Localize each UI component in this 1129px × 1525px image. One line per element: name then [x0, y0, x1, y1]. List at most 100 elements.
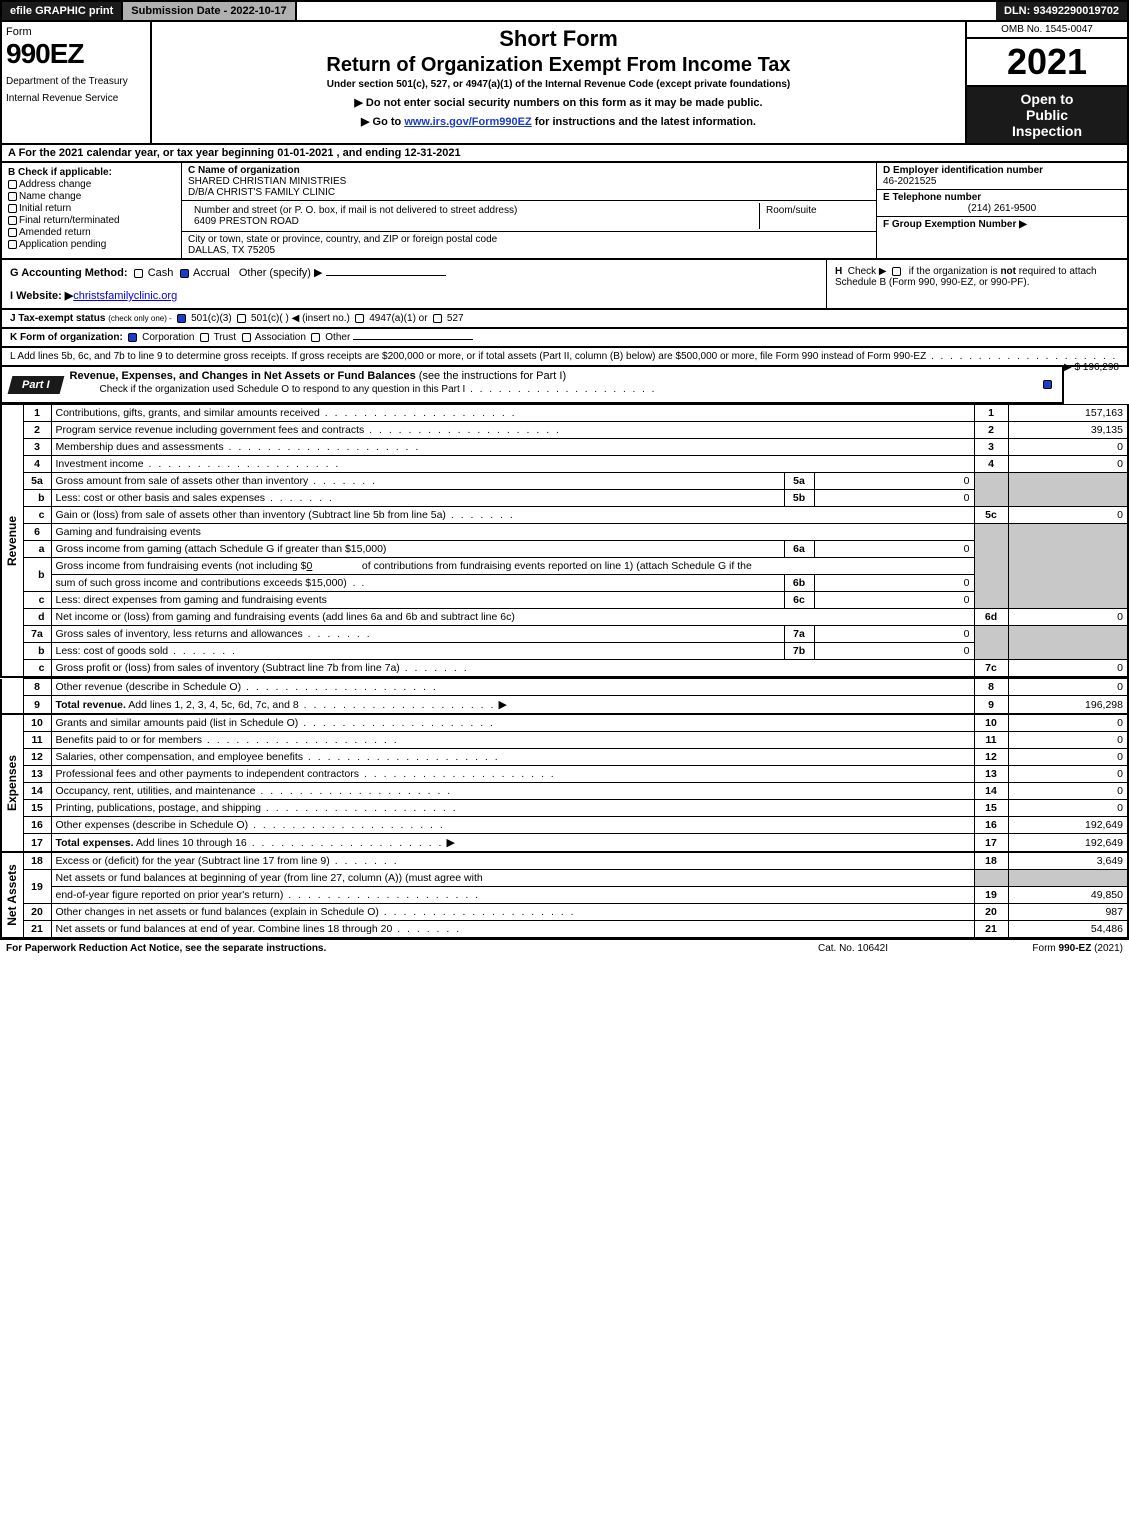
- table-row: c Gain or (loss) from sale of assets oth…: [1, 507, 1128, 524]
- part-1-paren: (see the instructions for Part I): [419, 370, 566, 382]
- checkbox-icon[interactable]: [128, 333, 137, 342]
- col-number: 10: [974, 714, 1008, 732]
- table-row: 7a Gross sales of inventory, less return…: [1, 626, 1128, 643]
- col-number: 6d: [974, 609, 1008, 626]
- expenses-text: Expenses: [5, 755, 19, 811]
- col-number: 8: [974, 679, 1008, 696]
- return-title: Return of Organization Exempt From Incom…: [162, 54, 955, 77]
- chk-label: Address change: [19, 179, 91, 190]
- part-1-table-2: 8 Other revenue (describe in Schedule O)…: [0, 678, 1129, 939]
- line-number: c: [23, 660, 51, 678]
- open-line3: Inspection: [969, 123, 1125, 139]
- table-row: 21 Net assets or fund balances at end of…: [1, 921, 1128, 939]
- efile-print-button[interactable]: efile GRAPHIC print: [2, 2, 123, 20]
- checkbox-icon[interactable]: [200, 333, 209, 342]
- chk-name-change[interactable]: Name change: [8, 191, 175, 202]
- part-1-table: Revenue 1 Contributions, gifts, grants, …: [0, 404, 1129, 678]
- footer-right: Form 990-EZ (2021): [953, 943, 1123, 954]
- checkbox-icon[interactable]: [242, 333, 251, 342]
- g-accrual: Accrual: [193, 267, 230, 279]
- line-desc: end-of-year figure reported on prior yea…: [51, 887, 974, 904]
- room-label: Room/suite: [766, 205, 817, 216]
- col-value: 0: [1008, 749, 1128, 766]
- dots: [400, 662, 469, 674]
- table-row: b Gross income from fundraising events (…: [1, 558, 1128, 575]
- org-name-block: C Name of organization SHARED CHRISTIAN …: [182, 163, 876, 201]
- checkbox-icon: [8, 240, 17, 249]
- section-k: K Form of organization: Corporation Trus…: [0, 329, 1129, 348]
- checkbox-icon[interactable]: [237, 314, 246, 323]
- line-desc: Membership dues and assessments: [51, 439, 974, 456]
- col-number: 3: [974, 439, 1008, 456]
- chk-address-change[interactable]: Address change: [8, 179, 175, 190]
- col-value: 0: [1008, 783, 1128, 800]
- g-other-field[interactable]: [326, 275, 446, 276]
- desc-text: Grants and similar amounts paid (list in…: [56, 717, 299, 729]
- org-name-2: D/B/A CHRIST'S FAMILY CLINIC: [188, 187, 335, 198]
- mini-value: 0: [814, 473, 974, 490]
- line-desc: Gross income from gaming (attach Schedul…: [51, 541, 784, 558]
- desc-text: Less: cost or other basis and sales expe…: [56, 492, 266, 504]
- part-1-header: Part I Revenue, Expenses, and Changes in…: [0, 367, 1064, 404]
- k-assoc: Association: [255, 332, 306, 343]
- room-suite: Room/suite: [760, 203, 870, 229]
- ein-label: D Employer identification number: [883, 165, 1043, 176]
- line-number: 18: [23, 852, 51, 870]
- chk-initial-return[interactable]: Initial return: [8, 203, 175, 214]
- checkbox-icon[interactable]: [180, 269, 189, 278]
- dots: [144, 458, 341, 470]
- checkbox-icon[interactable]: [311, 333, 320, 342]
- part-1-checkbox[interactable]: [1034, 379, 1062, 391]
- goto-post: for instructions and the latest informat…: [532, 116, 756, 128]
- line-desc: Excess or (deficit) for the year (Subtra…: [51, 852, 974, 870]
- checkbox-icon: [8, 216, 17, 225]
- line-desc: Benefits paid to or for members: [51, 732, 974, 749]
- line-desc: Professional fees and other payments to …: [51, 766, 974, 783]
- line-desc: Total revenue. Total revenue. Add lines …: [51, 696, 974, 715]
- address-value: 6409 PRESTON ROAD: [194, 216, 299, 227]
- irs-link[interactable]: www.irs.gov/Form990EZ: [404, 116, 531, 128]
- submission-date-button[interactable]: Submission Date - 2022-10-17: [123, 2, 296, 20]
- checkbox-icon[interactable]: [177, 314, 186, 323]
- dots: [446, 509, 515, 521]
- form-number: 990EZ: [6, 38, 146, 70]
- desc-text: Gain or (loss) from sale of assets other…: [56, 509, 446, 521]
- checkbox-icon[interactable]: [355, 314, 364, 323]
- col-value: 0: [1008, 800, 1128, 817]
- chk-amended-return[interactable]: Amended return: [8, 227, 175, 238]
- desc-text: Salaries, other compensation, and employ…: [56, 751, 303, 763]
- desc-text: sum of such gross income and contributio…: [56, 577, 347, 589]
- dots: [248, 819, 445, 831]
- line-number: 17: [23, 834, 51, 853]
- k-other-field[interactable]: [353, 339, 473, 340]
- dots: [202, 734, 399, 746]
- checkbox-icon: [1043, 380, 1052, 389]
- j-pre: J Tax-exempt status: [10, 313, 105, 324]
- tax-year: 2021: [967, 39, 1127, 87]
- chk-application-pending[interactable]: Application pending: [8, 239, 175, 250]
- website-link[interactable]: christsfamilyclinic.org: [73, 290, 177, 302]
- checkbox-icon[interactable]: [134, 269, 143, 278]
- dots: [379, 906, 576, 918]
- col-number: 11: [974, 732, 1008, 749]
- desc-text: Net assets or fund balances at end of ye…: [56, 923, 393, 935]
- dots: [303, 751, 500, 763]
- dots: [168, 645, 237, 657]
- line-number: 5a: [23, 473, 51, 490]
- checkbox-icon[interactable]: [892, 267, 901, 276]
- mini-line-label: 7b: [784, 643, 814, 660]
- table-row: 3 Membership dues and assessments 3 0: [1, 439, 1128, 456]
- grp-label: F Group Exemption Number ▶: [883, 219, 1027, 230]
- checkbox-icon: [8, 192, 17, 201]
- footer-r-bold: 990-EZ: [1059, 943, 1092, 954]
- line-desc: Gross sales of inventory, less returns a…: [51, 626, 784, 643]
- mini-line-label: 6c: [784, 592, 814, 609]
- chk-final-return[interactable]: Final return/terminated: [8, 215, 175, 226]
- section-h: H Check ▶ if the organization is not req…: [827, 260, 1127, 308]
- chk-label: Initial return: [19, 203, 71, 214]
- line-desc: Other changes in net assets or fund bala…: [51, 904, 974, 921]
- section-a-end: 12-31-2021: [404, 147, 460, 159]
- table-row: 17 Total expenses. Add lines 10 through …: [1, 834, 1128, 853]
- line-desc: Net assets or fund balances at end of ye…: [51, 921, 974, 939]
- checkbox-icon[interactable]: [433, 314, 442, 323]
